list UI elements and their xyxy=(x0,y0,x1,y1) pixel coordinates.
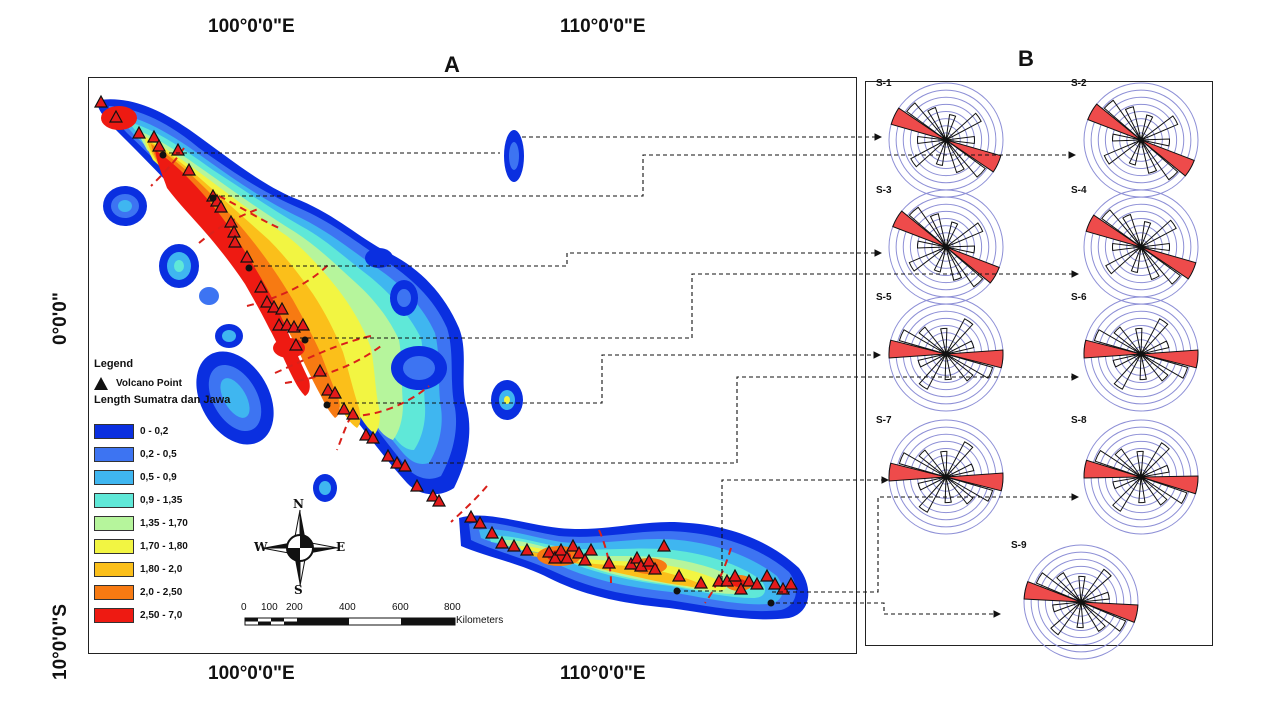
compass-east: E xyxy=(336,540,345,554)
legend-class-swatch xyxy=(94,470,134,485)
legend-class-swatch xyxy=(94,424,134,439)
legend-class-row: 0,5 - 0,9 xyxy=(94,469,177,486)
compass-north: N xyxy=(293,497,304,511)
rose-label-s-8: S-8 xyxy=(1071,415,1087,426)
legend-class-row: 2,50 - 7,0 xyxy=(94,607,182,624)
legend-class-label: 0 - 0,2 xyxy=(140,426,168,437)
legend-class-swatch xyxy=(94,539,134,554)
legend-class-row: 0,2 - 0,5 xyxy=(94,446,177,463)
legend-volcano-label: Volcano Point xyxy=(116,378,182,389)
rose-diagram-s-6 xyxy=(1076,292,1206,416)
scale-tick-400: 400 xyxy=(339,602,356,613)
legend-class-label: 1,70 - 1,80 xyxy=(140,541,188,552)
legend-class-row: 0 - 0,2 xyxy=(94,423,168,440)
rose-label-s-6: S-6 xyxy=(1071,292,1087,303)
legend-class-label: 1,80 - 2,0 xyxy=(140,564,182,575)
legend-class-label: 0,2 - 0,5 xyxy=(140,449,177,460)
rose-label-s-3: S-3 xyxy=(876,185,892,196)
legend-class-row: 2,0 - 2,50 xyxy=(94,584,182,601)
rose-diagram-s-1 xyxy=(881,78,1011,202)
compass-rose xyxy=(262,510,338,586)
rose-label-s-1: S-1 xyxy=(876,78,892,89)
scale-tick-800: 800 xyxy=(444,602,461,613)
legend-class-row: 0,9 - 1,35 xyxy=(94,492,182,509)
legend-class-row: 1,70 - 1,80 xyxy=(94,538,188,555)
rose-diagram-panel: S-1 S-2 S-3 S-4 S-5 S-6 S-7 S-8 S-9 xyxy=(865,81,1213,646)
rose-diagram-s-3 xyxy=(881,185,1011,309)
rose-label-s-7: S-7 xyxy=(876,415,892,426)
legend-class-swatch xyxy=(94,562,134,577)
rose-label-s-4: S-4 xyxy=(1071,185,1087,196)
legend-class-swatch xyxy=(94,585,134,600)
density-map-panel xyxy=(88,77,857,654)
rose-label-s-5: S-5 xyxy=(876,292,892,303)
latitude-label-equator: 0°0'0" xyxy=(50,292,72,345)
legend-class-swatch xyxy=(94,516,134,531)
legend-class-label: 0,5 - 0,9 xyxy=(140,472,177,483)
bottom-longitude-label-right: 110°0'0"E xyxy=(560,663,646,685)
scale-tick-600: 600 xyxy=(392,602,409,613)
legend-class-swatch xyxy=(94,608,134,623)
legend-title: Legend xyxy=(94,358,133,370)
legend-class-label: 2,0 - 2,50 xyxy=(140,587,182,598)
latitude-label-south: 10°0'0"S xyxy=(50,604,72,680)
volcano-triangle-icon xyxy=(94,377,108,390)
legend-class-row: 1,35 - 1,70 xyxy=(94,515,188,532)
rose-label-s-2: S-2 xyxy=(1071,78,1087,89)
top-longitude-label-right: 110°0'0"E xyxy=(560,16,646,38)
legend-density-title: Length Sumatra dan Jawa xyxy=(94,394,230,406)
compass-south: S xyxy=(294,583,303,597)
legend-class-swatch xyxy=(94,493,134,508)
panel-a-title: A xyxy=(444,52,460,78)
legend-class-label: 0,9 - 1,35 xyxy=(140,495,182,506)
panel-b-title: B xyxy=(1018,46,1034,72)
rose-diagram-s-8 xyxy=(1076,415,1206,539)
legend-class-swatch xyxy=(94,447,134,462)
rose-diagram-s-4 xyxy=(1076,185,1206,309)
legend-volcano-entry: Volcano Point xyxy=(94,375,182,392)
scale-unit: Kilometers xyxy=(456,615,503,626)
scale-tick-0: 0 xyxy=(241,602,247,613)
rose-diagram-s-2 xyxy=(1076,78,1206,202)
bottom-longitude-label-left: 100°0'0"E xyxy=(208,663,295,685)
rose-label-s-9: S-9 xyxy=(1011,540,1027,551)
rose-diagram-s-9 xyxy=(1016,540,1146,664)
legend-class-label: 2,50 - 7,0 xyxy=(140,610,182,621)
scale-bar xyxy=(245,618,455,625)
top-longitude-label-left: 100°0'0"E xyxy=(208,16,295,38)
scale-tick-100: 100 xyxy=(261,602,278,613)
compass-west: W xyxy=(254,540,267,554)
legend-class-row: 1,80 - 2,0 xyxy=(94,561,182,578)
density-map xyxy=(89,78,857,654)
rose-diagram-s-5 xyxy=(881,292,1011,416)
scale-tick-200: 200 xyxy=(286,602,303,613)
legend-class-label: 1,35 - 1,70 xyxy=(140,518,188,529)
rose-diagram-s-7 xyxy=(881,415,1011,539)
